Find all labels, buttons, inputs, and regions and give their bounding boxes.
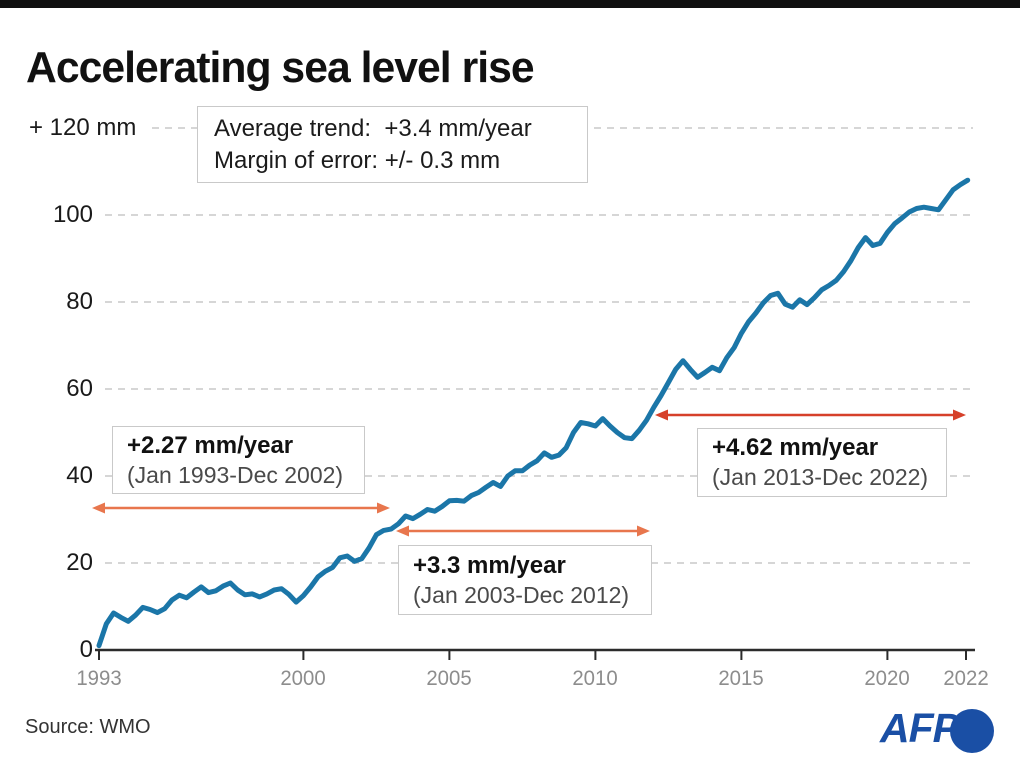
average-trend-box: Average trend: +3.4 mm/year Margin of er… (197, 106, 588, 183)
sea-level-line (96, 177, 971, 649)
annotation-period: (Jan 2003-Dec 2012) (413, 582, 630, 608)
margin-of-error-text: Margin of error: +/- 0.3 mm (214, 147, 501, 174)
afp-logo-circle-icon (950, 709, 994, 753)
top-bar (0, 0, 1020, 8)
annotation-rate: +2.27 mm/year (127, 432, 294, 459)
annotation-period: (Jan 1993-Dec 2002) (127, 462, 344, 488)
afp-logo-text: AFP (880, 705, 960, 751)
trend-arrow-2003-2012 (396, 525, 650, 537)
trend-arrow-1993-2002 (92, 502, 390, 514)
x-axis (95, 648, 975, 660)
gridlines (105, 127, 973, 564)
page-title: Accelerating sea level rise (26, 43, 535, 93)
source-credit: Source: WMO (25, 716, 151, 738)
annotation-rate: +4.62 mm/year (712, 434, 879, 461)
annotation-2013-2022: +4.62 mm/year (Jan 2013-Dec 2022) (697, 428, 947, 497)
annotation-1993-2002: +2.27 mm/year (Jan 1993-Dec 2002) (112, 426, 365, 494)
annotation-period: (Jan 2013-Dec 2022) (712, 464, 929, 490)
trend-arrows (92, 409, 966, 537)
trend-arrow-2013-2022 (655, 409, 966, 421)
annotation-rate: +3.3 mm/year (413, 552, 566, 579)
average-trend-text: Average trend: +3.4 mm/year (214, 115, 532, 142)
annotation-2003-2012: +3.3 mm/year (Jan 2003-Dec 2012) (398, 545, 652, 615)
